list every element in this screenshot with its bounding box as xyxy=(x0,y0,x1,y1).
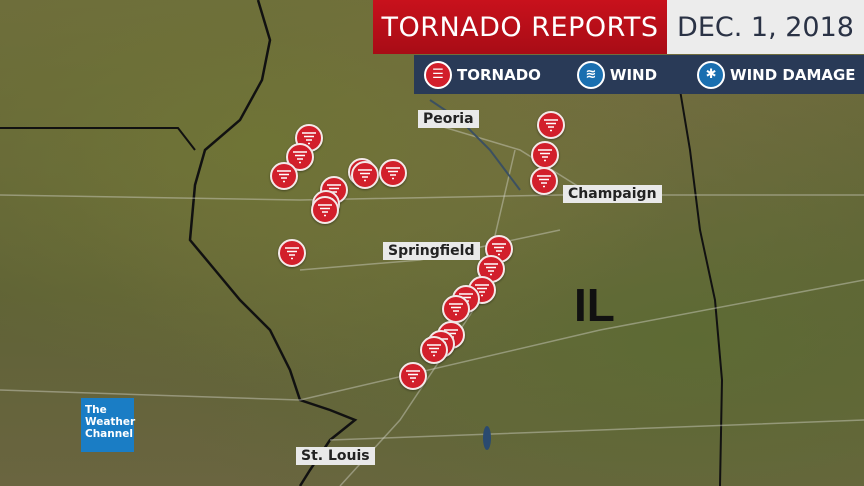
tornado-icon xyxy=(484,263,498,276)
tornado-icon xyxy=(538,149,552,162)
wind-damage-icon: ✱ xyxy=(697,60,726,89)
tornado-report-marker[interactable] xyxy=(311,196,339,224)
legend-label: WIND xyxy=(609,65,658,84)
city-label-peoria: Peoria xyxy=(418,110,479,128)
tornado-report-marker[interactable] xyxy=(379,159,407,187)
tornado-icon xyxy=(427,344,441,357)
tornado-report-marker[interactable] xyxy=(530,167,558,195)
tornado-icon xyxy=(318,204,332,217)
tornado-icon xyxy=(406,370,420,383)
tornado-icon xyxy=(475,284,489,297)
logo-text: The xyxy=(85,404,107,416)
legend: ☰ TORNADO ≋ WIND ✱ WIND DAMAGE xyxy=(414,55,864,94)
tornado-icon xyxy=(358,169,372,182)
tornado-icon xyxy=(492,243,506,256)
tornado-report-marker[interactable] xyxy=(537,111,565,139)
tornado-icon: ☰ xyxy=(424,60,452,89)
city-label-springfield: Springfield xyxy=(383,242,480,260)
city-label-champaign: Champaign xyxy=(563,185,662,203)
logo-text: Channel xyxy=(85,428,133,440)
tornado-report-marker[interactable] xyxy=(278,239,306,267)
tornado-icon xyxy=(285,247,299,260)
tornado-report-marker[interactable] xyxy=(286,143,314,171)
tornado-icon xyxy=(544,119,558,132)
tornado-report-marker[interactable] xyxy=(399,362,427,390)
wind-icon: ≋ xyxy=(576,60,605,89)
legend-tornado: ☰ TORNADO xyxy=(424,60,541,89)
legend-wind: ≋ WIND xyxy=(576,60,658,89)
tornado-icon xyxy=(302,132,316,145)
map-date: DEC. 1, 2018 xyxy=(667,0,864,54)
map-title: TORNADO REPORTS xyxy=(373,0,667,54)
tornado-report-marker[interactable] xyxy=(270,162,298,190)
tornado-report-marker[interactable] xyxy=(351,161,379,189)
weather-channel-logo: The Weather Channel xyxy=(81,398,136,452)
state-label: IL xyxy=(574,279,615,331)
tornado-icon xyxy=(449,303,463,316)
tornado-report-marker[interactable] xyxy=(420,336,448,364)
tornado-icon xyxy=(386,167,400,180)
tornado-report-marker[interactable] xyxy=(531,141,559,169)
legend-label: TORNADO xyxy=(457,65,541,84)
tornado-icon xyxy=(293,151,307,164)
legend-wind-damage: ✱ WIND DAMAGE xyxy=(697,60,856,89)
city-label-st-louis: St. Louis xyxy=(296,447,375,465)
logo-text: Weather xyxy=(85,416,136,428)
tornado-report-marker[interactable] xyxy=(442,295,470,323)
legend-label: WIND DAMAGE xyxy=(730,65,856,84)
tornado-icon xyxy=(537,175,551,188)
tornado-icon xyxy=(277,170,291,183)
